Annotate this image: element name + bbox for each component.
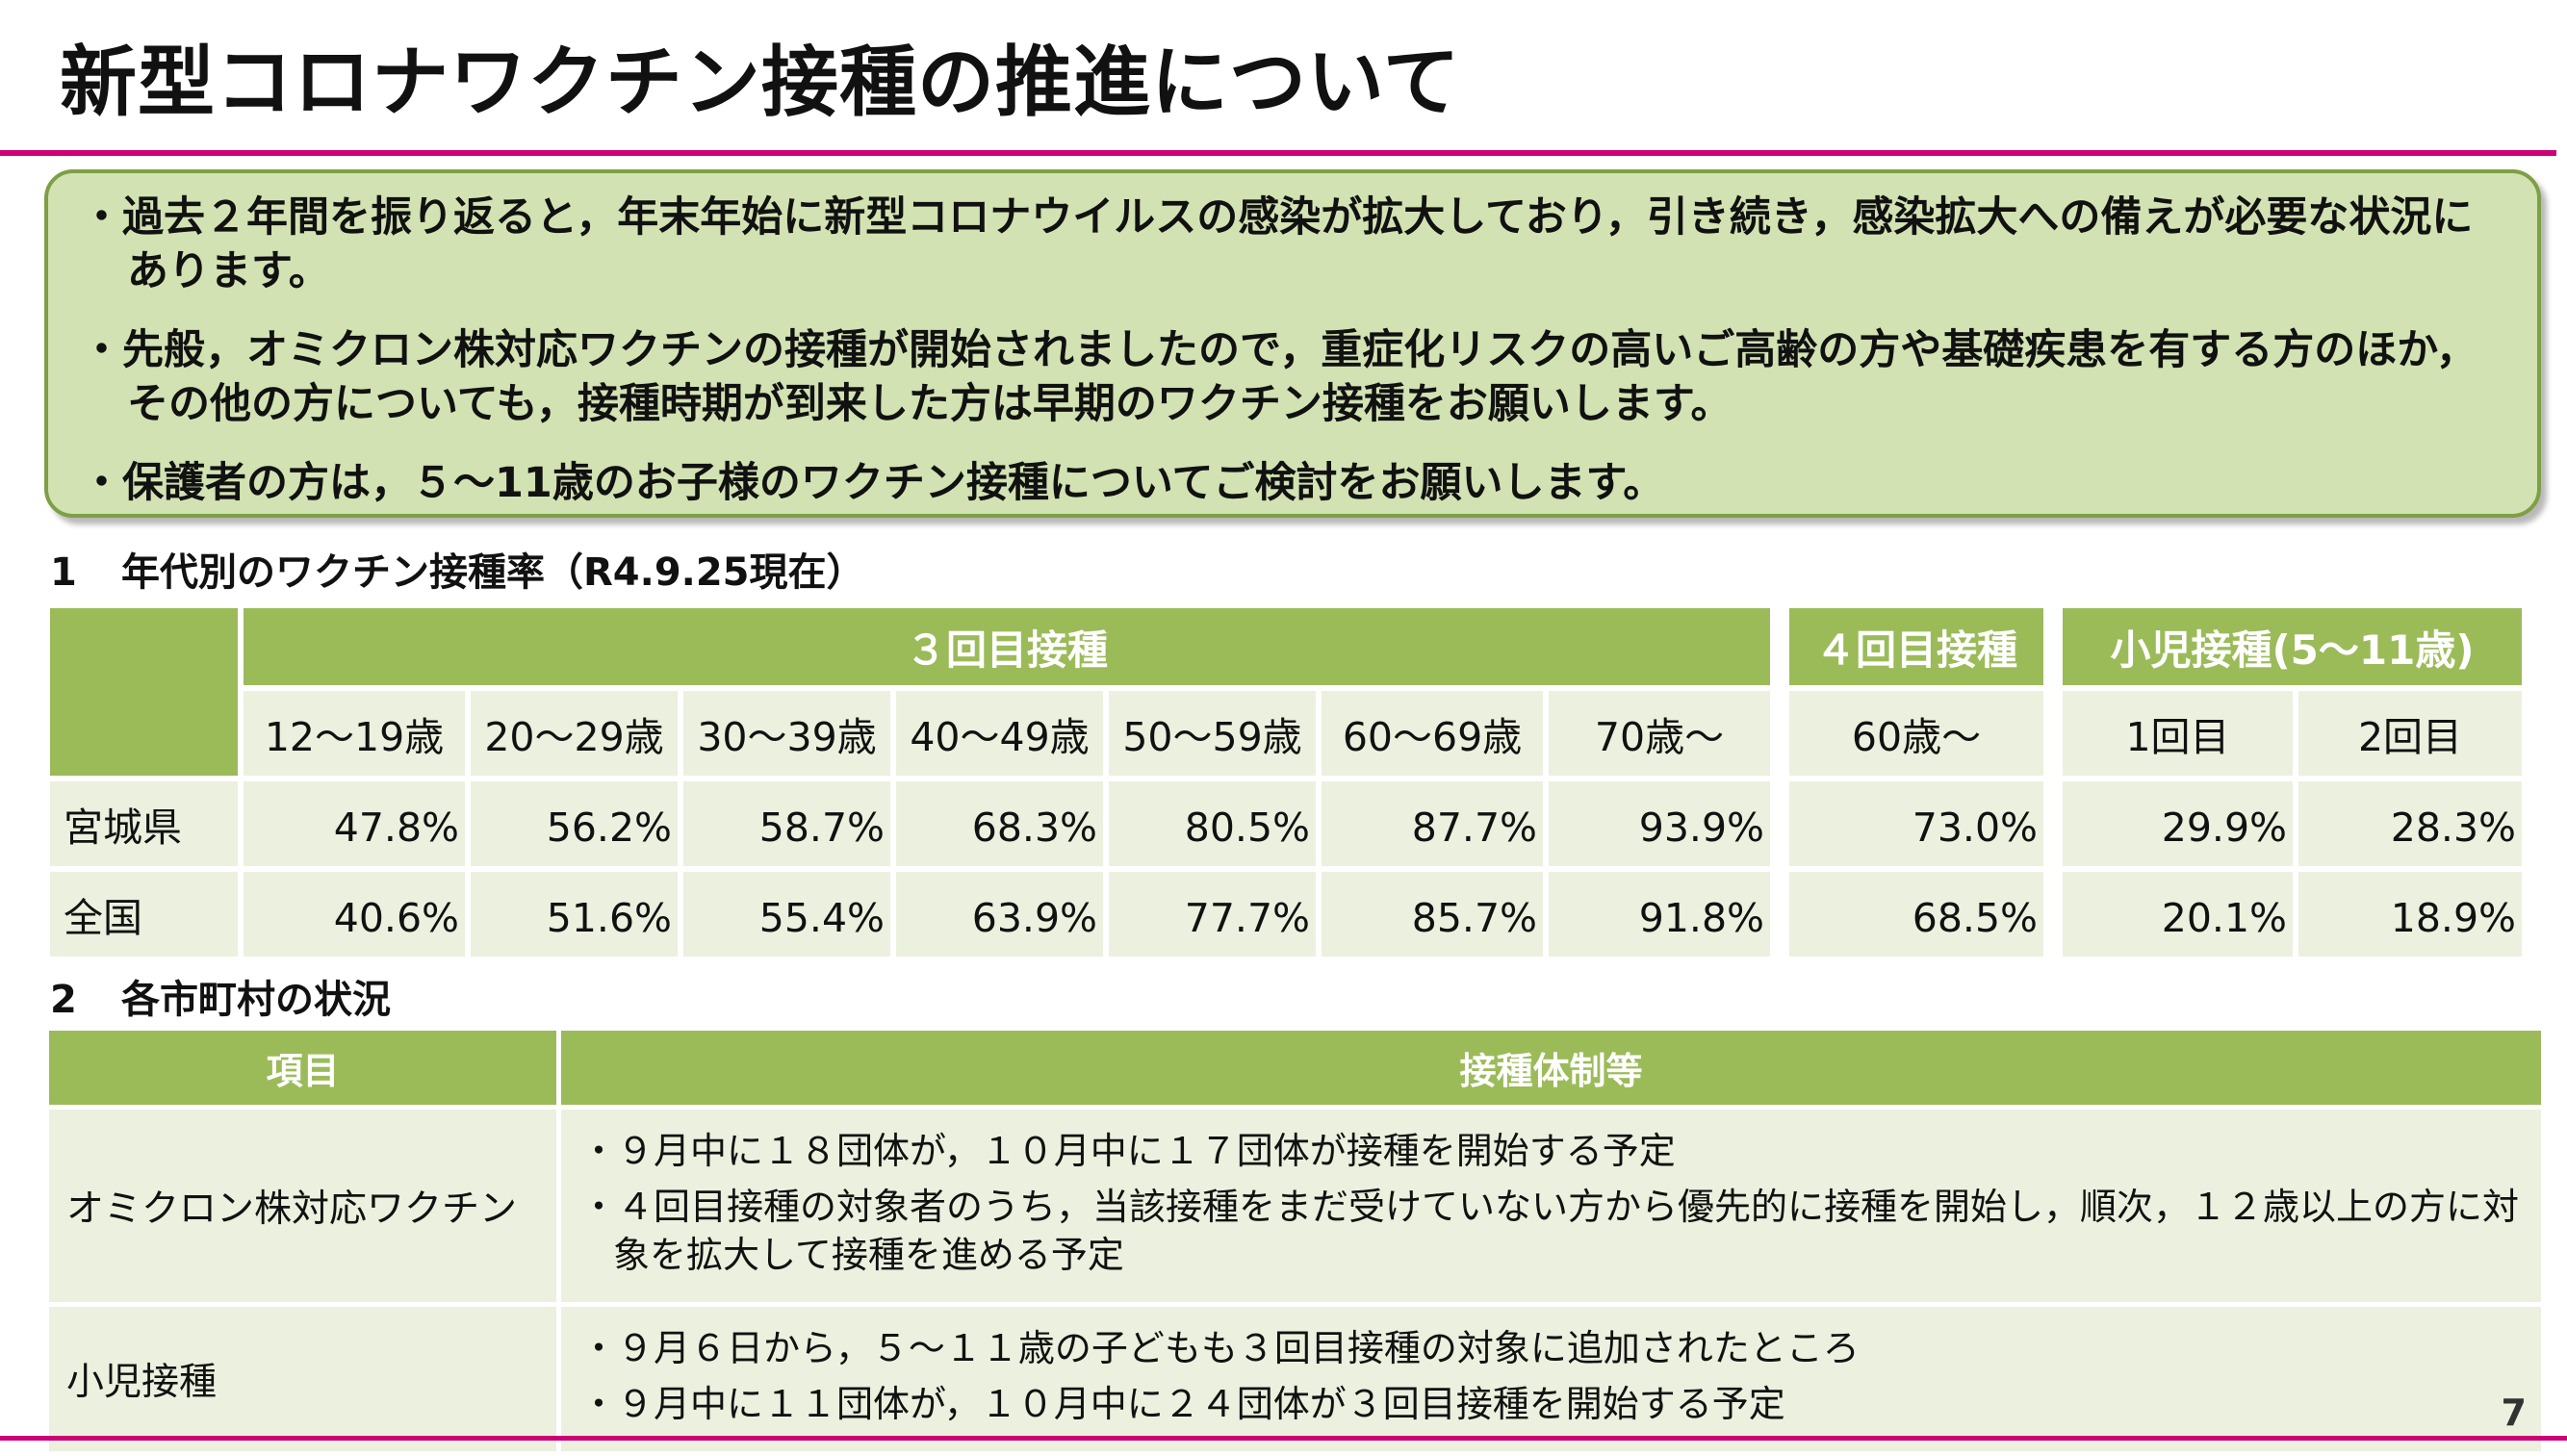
- rate-cell: 68.5%: [1784, 866, 2049, 962]
- age-column-header: 40～49歳: [890, 685, 1109, 781]
- section1-number: 1: [50, 550, 77, 595]
- row-label: 全国: [44, 866, 244, 962]
- summary-item: ・過去２年間を振り返ると，年末年始に新型コロナウイルスの感染が拡大しており，引き…: [81, 193, 2474, 295]
- rate-cell: 91.8%: [1543, 866, 1776, 962]
- table-row-national: 全国 40.6% 51.6% 55.4% 63.9% 77.7% 85.7% 9…: [44, 866, 2528, 962]
- age-column-header: 12～19歳: [238, 685, 471, 781]
- dose-column-header: 2回目: [2293, 685, 2528, 781]
- detail-item: ・９月中に１１団体が，１０月中に２４団体が３回目接種を開始する予定: [580, 1383, 1785, 1425]
- section2-title: 各市町村の状況: [121, 978, 391, 1022]
- rate-cell: 73.0%: [1784, 776, 2049, 872]
- row-label: 宮城県: [44, 776, 244, 872]
- section1-heading: 1 年代別のワクチン接種率（R4.9.25現在）: [50, 549, 865, 597]
- footer-rule: [0, 1436, 2567, 1441]
- rate-cell: 28.3%: [2293, 776, 2528, 872]
- row-item-label: オミクロン株対応ワクチン: [44, 1105, 561, 1307]
- group-header-fourth-dose: ４回目接種: [1784, 602, 2049, 691]
- rate-cell: 47.8%: [238, 776, 471, 872]
- age-column-header: 50～59歳: [1103, 685, 1322, 781]
- group-header-third-dose: ３回目接種: [238, 602, 1776, 691]
- section2-number: 2: [50, 978, 77, 1022]
- detail-item: ・９月中に１８団体が，１０月中に１７団体が接種を開始する予定: [580, 1130, 1676, 1172]
- row-details: ・９月中に１８団体が，１０月中に１７団体が接種を開始する予定 ・４回目接種の対象…: [556, 1105, 2546, 1307]
- summary-item: ・先般，オミクロン株対応ワクチンの接種が開始されましたので，重症化リスクの高いご…: [81, 326, 2477, 428]
- column-header-item: 項目: [44, 1026, 561, 1110]
- table-row-omicron: オミクロン株対応ワクチン ・９月中に１８団体が，１０月中に１７団体が接種を開始す…: [44, 1105, 2546, 1307]
- age-column-header: 30～39歳: [678, 685, 896, 781]
- column-header-system: 接種体制等: [556, 1026, 2546, 1110]
- detail-item: ・４回目接種の対象者のうち，当該接種をまだ受けていない方から優先的に接種を開始し…: [580, 1186, 2520, 1276]
- municipality-status-table: 項目 接種体制等 オミクロン株対応ワクチン ・９月中に１８団体が，１０月中に１７…: [44, 1026, 2546, 1456]
- table-row-miyagi: 宮城県 47.8% 56.2% 58.7% 68.3% 80.5% 87.7% …: [44, 776, 2528, 872]
- vaccination-rate-table: ３回目接種 ４回目接種 小児接種(5～11歳) 12～19歳 20～29歳 30…: [44, 602, 2528, 962]
- age-column-header: 60～69歳: [1316, 685, 1549, 781]
- rate-cell: 80.5%: [1103, 776, 1322, 872]
- summary-box: ・過去２年間を振り返ると，年末年始に新型コロナウイルスの感染が拡大しており，引き…: [44, 169, 2541, 518]
- row-item-label: 小児接種: [44, 1302, 561, 1456]
- age-column-header: 60歳～: [1784, 685, 2049, 781]
- rate-cell: 55.4%: [678, 866, 896, 962]
- section2-heading: 2 各市町村の状況: [50, 976, 391, 1024]
- corner-header-cell: [44, 602, 244, 781]
- title-underline: [0, 150, 2556, 156]
- rate-cell: 40.6%: [238, 866, 471, 962]
- summary-item: ・保護者の方は，５～11歳のお子様のワクチン接種についてご検討をお願いします。: [81, 459, 1665, 507]
- dose-column-header: 1回目: [2057, 685, 2298, 781]
- rate-cell: 68.3%: [890, 776, 1109, 872]
- rate-cell: 29.9%: [2057, 776, 2298, 872]
- table-row-pediatric: 小児接種 ・９月６日から，５～１１歳の子どもも３回目接種の対象に追加されたところ…: [44, 1302, 2546, 1456]
- page-number: 7: [2501, 1392, 2527, 1434]
- page-title: 新型コロナワクチン接種の推進について: [60, 38, 1461, 127]
- rate-cell: 56.2%: [465, 776, 683, 872]
- rate-cell: 85.7%: [1316, 866, 1549, 962]
- rate-cell: 63.9%: [890, 866, 1109, 962]
- age-column-header: 20～29歳: [465, 685, 683, 781]
- rate-cell: 93.9%: [1543, 776, 1776, 872]
- group-header-pediatric: 小児接種(5～11歳): [2057, 602, 2528, 691]
- rate-cell: 77.7%: [1103, 866, 1322, 962]
- rate-cell: 20.1%: [2057, 866, 2298, 962]
- row-details: ・９月６日から，５～１１歳の子どもも３回目接種の対象に追加されたところ ・９月中…: [556, 1302, 2546, 1456]
- section1-title: 年代別のワクチン接種率（R4.9.25現在）: [121, 550, 865, 595]
- age-column-header: 70歳～: [1543, 685, 1776, 781]
- rate-cell: 51.6%: [465, 866, 683, 962]
- rate-cell: 58.7%: [678, 776, 896, 872]
- rate-cell: 18.9%: [2293, 866, 2528, 962]
- rate-cell: 87.7%: [1316, 776, 1549, 872]
- detail-item: ・９月６日から，５～１１歳の子どもも３回目接種の対象に追加されたところ: [580, 1327, 1860, 1369]
